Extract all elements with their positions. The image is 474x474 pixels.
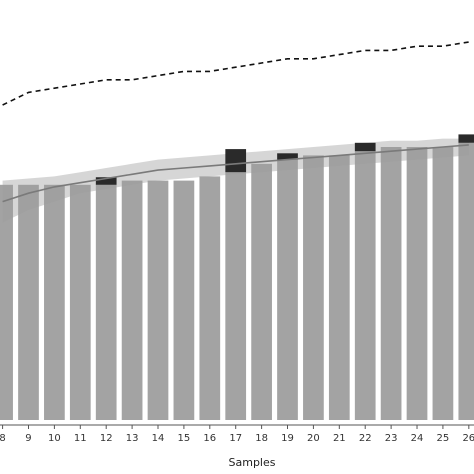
confidence-band — [2, 138, 469, 223]
bar-top-17 — [225, 149, 247, 173]
x-tick-label-16: 16 — [203, 433, 216, 444]
bar-top-12 — [95, 177, 117, 185]
bar-17 — [225, 172, 247, 420]
bar-9 — [18, 184, 39, 420]
bar-20 — [303, 155, 324, 420]
bar-23 — [380, 147, 402, 420]
bar-14 — [147, 180, 169, 420]
x-tick-label-17: 17 — [229, 433, 242, 444]
bars-layer — [0, 134, 474, 421]
bar-8 — [0, 184, 13, 420]
x-tick-label-13: 13 — [126, 433, 139, 444]
x-tick-label-24: 24 — [411, 433, 424, 444]
bar-21 — [328, 155, 350, 420]
x-tick-label-12: 12 — [100, 433, 113, 444]
bar-13 — [121, 180, 143, 420]
bar-top-19 — [277, 153, 298, 160]
bar-18 — [251, 163, 272, 421]
x-tick-label-22: 22 — [359, 433, 372, 444]
bar-top-22 — [354, 142, 376, 152]
x-tick-label-23: 23 — [385, 433, 398, 444]
curve-layer — [2, 41, 469, 203]
bar-10 — [44, 184, 65, 420]
x-tick-label-15: 15 — [178, 433, 191, 444]
bar-15 — [173, 180, 195, 420]
bar-16 — [199, 176, 221, 420]
bar-26 — [458, 142, 474, 421]
bar-24 — [406, 147, 428, 420]
confidence-band-layer — [2, 138, 469, 223]
bar-22 — [354, 151, 376, 420]
x-tick-label-9: 9 — [25, 433, 31, 444]
x-tick-label-8: 8 — [0, 433, 6, 444]
bar-12 — [95, 184, 117, 420]
x-tick-label-25: 25 — [437, 433, 450, 444]
x-tick-label-19: 19 — [281, 433, 294, 444]
x-tick-label-21: 21 — [333, 433, 346, 444]
x-tick-label-11: 11 — [74, 433, 87, 444]
bar-top-26 — [458, 134, 474, 143]
x-tick-label-14: 14 — [152, 433, 165, 444]
x-axis-title: Samples — [229, 456, 276, 469]
fitted-curve — [2, 144, 469, 203]
x-tick-label-10: 10 — [48, 433, 61, 444]
x-tick-label-26: 26 — [462, 433, 474, 444]
x-axis: 8 9 10 11 12 13 14 15 16 17 18 19 20 21 22 23 24 25 26 — [0, 424, 474, 444]
x-tick-label-18: 18 — [255, 433, 268, 444]
bar-11 — [69, 184, 91, 420]
dashed-curve — [2, 41, 469, 106]
bar-25 — [432, 147, 454, 420]
bar-19 — [277, 159, 298, 420]
x-tick-label-20: 20 — [307, 433, 320, 444]
